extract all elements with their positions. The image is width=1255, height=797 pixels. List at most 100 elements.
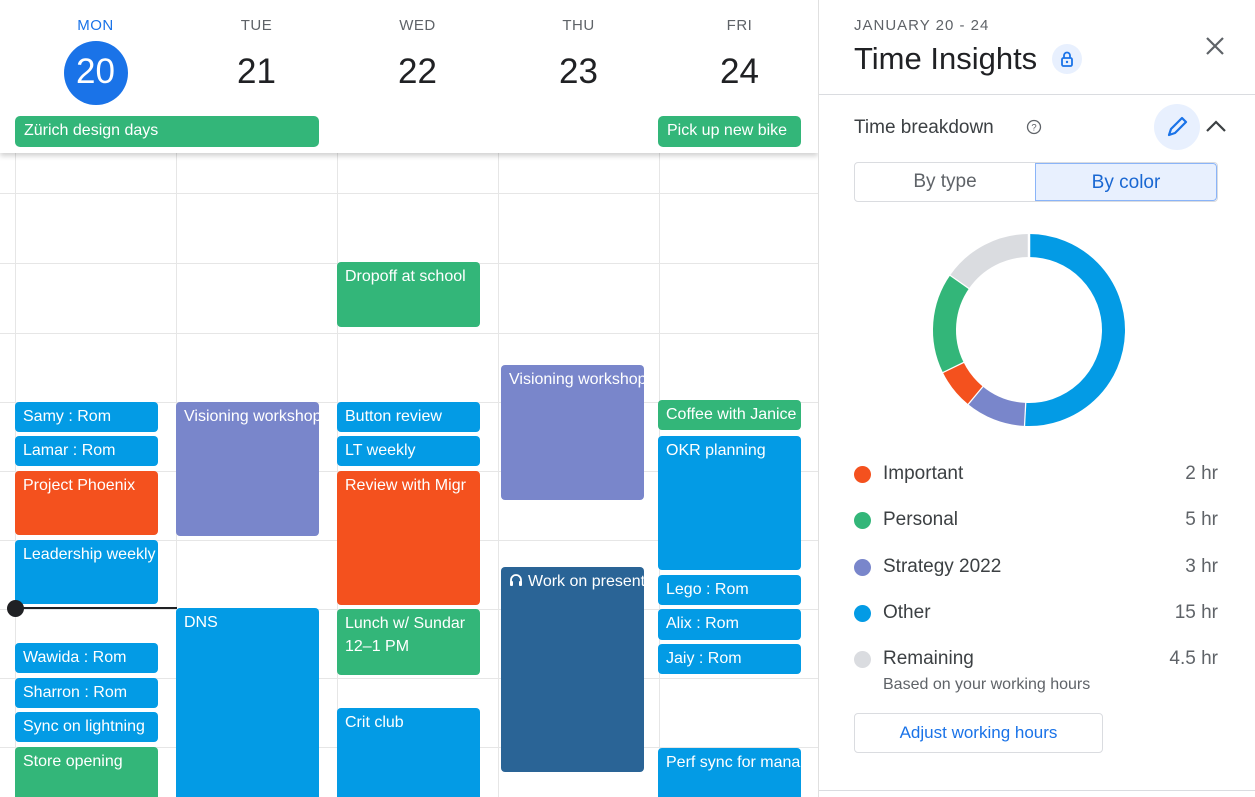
event-title: Crit club [345,714,404,731]
event-title: Review with Migr [345,477,466,494]
event-title: Wawida : Rom [23,649,127,666]
calendar-event[interactable]: Coffee with Janice [658,400,801,430]
day-number[interactable]: 24 [720,52,759,91]
calendar-event[interactable]: Visioning workshop [501,365,644,500]
legend-label: Other [883,601,931,623]
legend-label: Important [883,463,964,484]
calendar-week-view: MON 20 TUE 21 WED 22 THU 23 FRI 24 Zürich des… [0,0,818,797]
legend-label: Personal [883,509,958,531]
close-icon[interactable] [1203,34,1227,58]
day-number[interactable]: 20 [63,41,128,105]
event-title: Jaiy : Rom [666,650,742,667]
event-title: DNS [184,614,218,631]
calendar-event[interactable]: Jaiy : Rom [658,644,801,674]
legend-item: Remaining 4.5 hr [854,648,1218,670]
calendar-event[interactable]: OKR planning [658,436,801,570]
day-header-wed[interactable]: WED 22 [337,0,498,105]
chevron-up-icon[interactable] [1204,116,1228,136]
headphones-icon [509,573,528,590]
legend-value: 2 hr [1185,463,1218,484]
calendar-event[interactable]: Lego : Rom [658,575,801,605]
calendar-event[interactable]: DNS [176,608,319,797]
calendar-event[interactable]: Sync on lightning [15,712,158,742]
event-title: LT weekly [345,442,416,459]
calendar-event[interactable]: Sharron : Rom [15,678,158,708]
legend-swatch [854,466,871,483]
day-of-week: WED [399,17,436,34]
legend-value: 3 hr [1185,555,1218,577]
legend-label: Remaining [883,648,974,670]
day-of-week: FRI [726,17,753,34]
event-title: Perf sync for mana [666,754,801,771]
calendar-event[interactable]: Lamar : Rom [15,436,158,466]
calendar-event[interactable]: Visioning workshop [176,402,319,536]
lock-icon[interactable] [1052,44,1082,74]
event-title: Visioning workshop [509,371,644,388]
event-title: Coffee with Janice [666,406,797,423]
calendar-event[interactable]: LT weekly [337,436,480,466]
day-of-week: THU [562,17,595,34]
legend-value: 4.5 hr [1169,648,1218,670]
help-icon[interactable]: ? [1026,119,1042,135]
adjust-working-hours-button[interactable]: Adjust working hours [854,713,1103,753]
donut-slice-remaining [950,234,1030,289]
day-column-divider [498,130,499,797]
event-title: Visioning workshop [184,408,319,425]
legend-swatch [854,604,871,622]
donut-slice-important [942,361,983,404]
calendar-event[interactable]: Button review [337,402,480,432]
event-title: Button review [345,408,442,425]
calendar-event[interactable]: Crit club [337,708,480,797]
legend-swatch [854,651,871,669]
legend-value: 15 hr [1174,601,1218,623]
event-title: Project Phoenix [23,477,136,494]
calendar-event[interactable]: Alix : Rom [658,609,801,640]
current-time-dot [7,600,24,617]
day-of-week: TUE [240,17,273,34]
legend-label: Strategy 2022 [883,555,1002,577]
calendar-event[interactable]: Store opening [15,747,158,797]
panel-title: Time Insights [854,41,1038,76]
event-title: Dropoff at school [345,268,466,285]
legend-swatch [854,512,871,530]
day-header-fri[interactable]: FRI 24 [659,0,818,105]
toggle-by-type[interactable]: By type [913,171,977,192]
legend-swatch [854,558,871,576]
breakdown-toggle: By type By color [854,162,1218,202]
calendar-event[interactable]: Wawida : Rom [15,643,158,673]
day-header-mon[interactable]: MON 20 [15,0,176,105]
day-of-week: MON [77,17,114,34]
svg-text:?: ? [1031,123,1036,134]
day-header-thu[interactable]: THU 23 [498,0,659,105]
calendar-event[interactable]: Work on presentation [501,567,644,772]
toggle-by-color[interactable]: By color [1035,163,1217,201]
event-title: Store opening [23,753,123,770]
divider [819,94,1255,95]
event-title: Sharron : Rom [23,684,128,701]
legend-item: Strategy 2022 3 hr [854,556,1218,578]
calendar-event[interactable]: Lunch w/ Sundar 12–1 PM [337,609,480,675]
day-number[interactable]: 22 [398,52,437,91]
time-breakdown-donut [933,233,1125,427]
all-day-event[interactable]: Pick up new bike [658,116,801,147]
event-time: 12–1 PM [345,638,410,655]
donut-slice-personal [933,274,970,372]
all-day-event[interactable]: Zürich design days [15,116,319,147]
event-title: Samy : Rom [23,408,112,425]
calendar-event[interactable]: Perf sync for mana [658,748,801,797]
day-number[interactable]: 23 [559,52,598,91]
divider [819,790,1255,791]
calendar-event[interactable]: Project Phoenix [15,471,158,535]
calendar-event[interactable]: Dropoff at school [337,262,480,327]
day-number[interactable]: 21 [237,52,276,91]
calendar-event[interactable]: Samy : Rom [15,402,158,432]
event-title: Lamar : Rom [23,442,116,459]
edit-pencil-icon[interactable] [1154,104,1200,150]
donut-slice-other [1023,234,1125,426]
calendar-event[interactable]: Leadership weekly [15,540,158,604]
time-insights-panel: JANUARY 20 - 24 Time Insights Time break… [818,0,1255,797]
calendar-event[interactable]: Review with Migr [337,471,480,605]
day-header-tue[interactable]: TUE 21 [176,0,337,105]
legend-item: Personal 5 hr [854,509,1218,531]
donut-slice-strategy-2022 [967,385,1026,426]
